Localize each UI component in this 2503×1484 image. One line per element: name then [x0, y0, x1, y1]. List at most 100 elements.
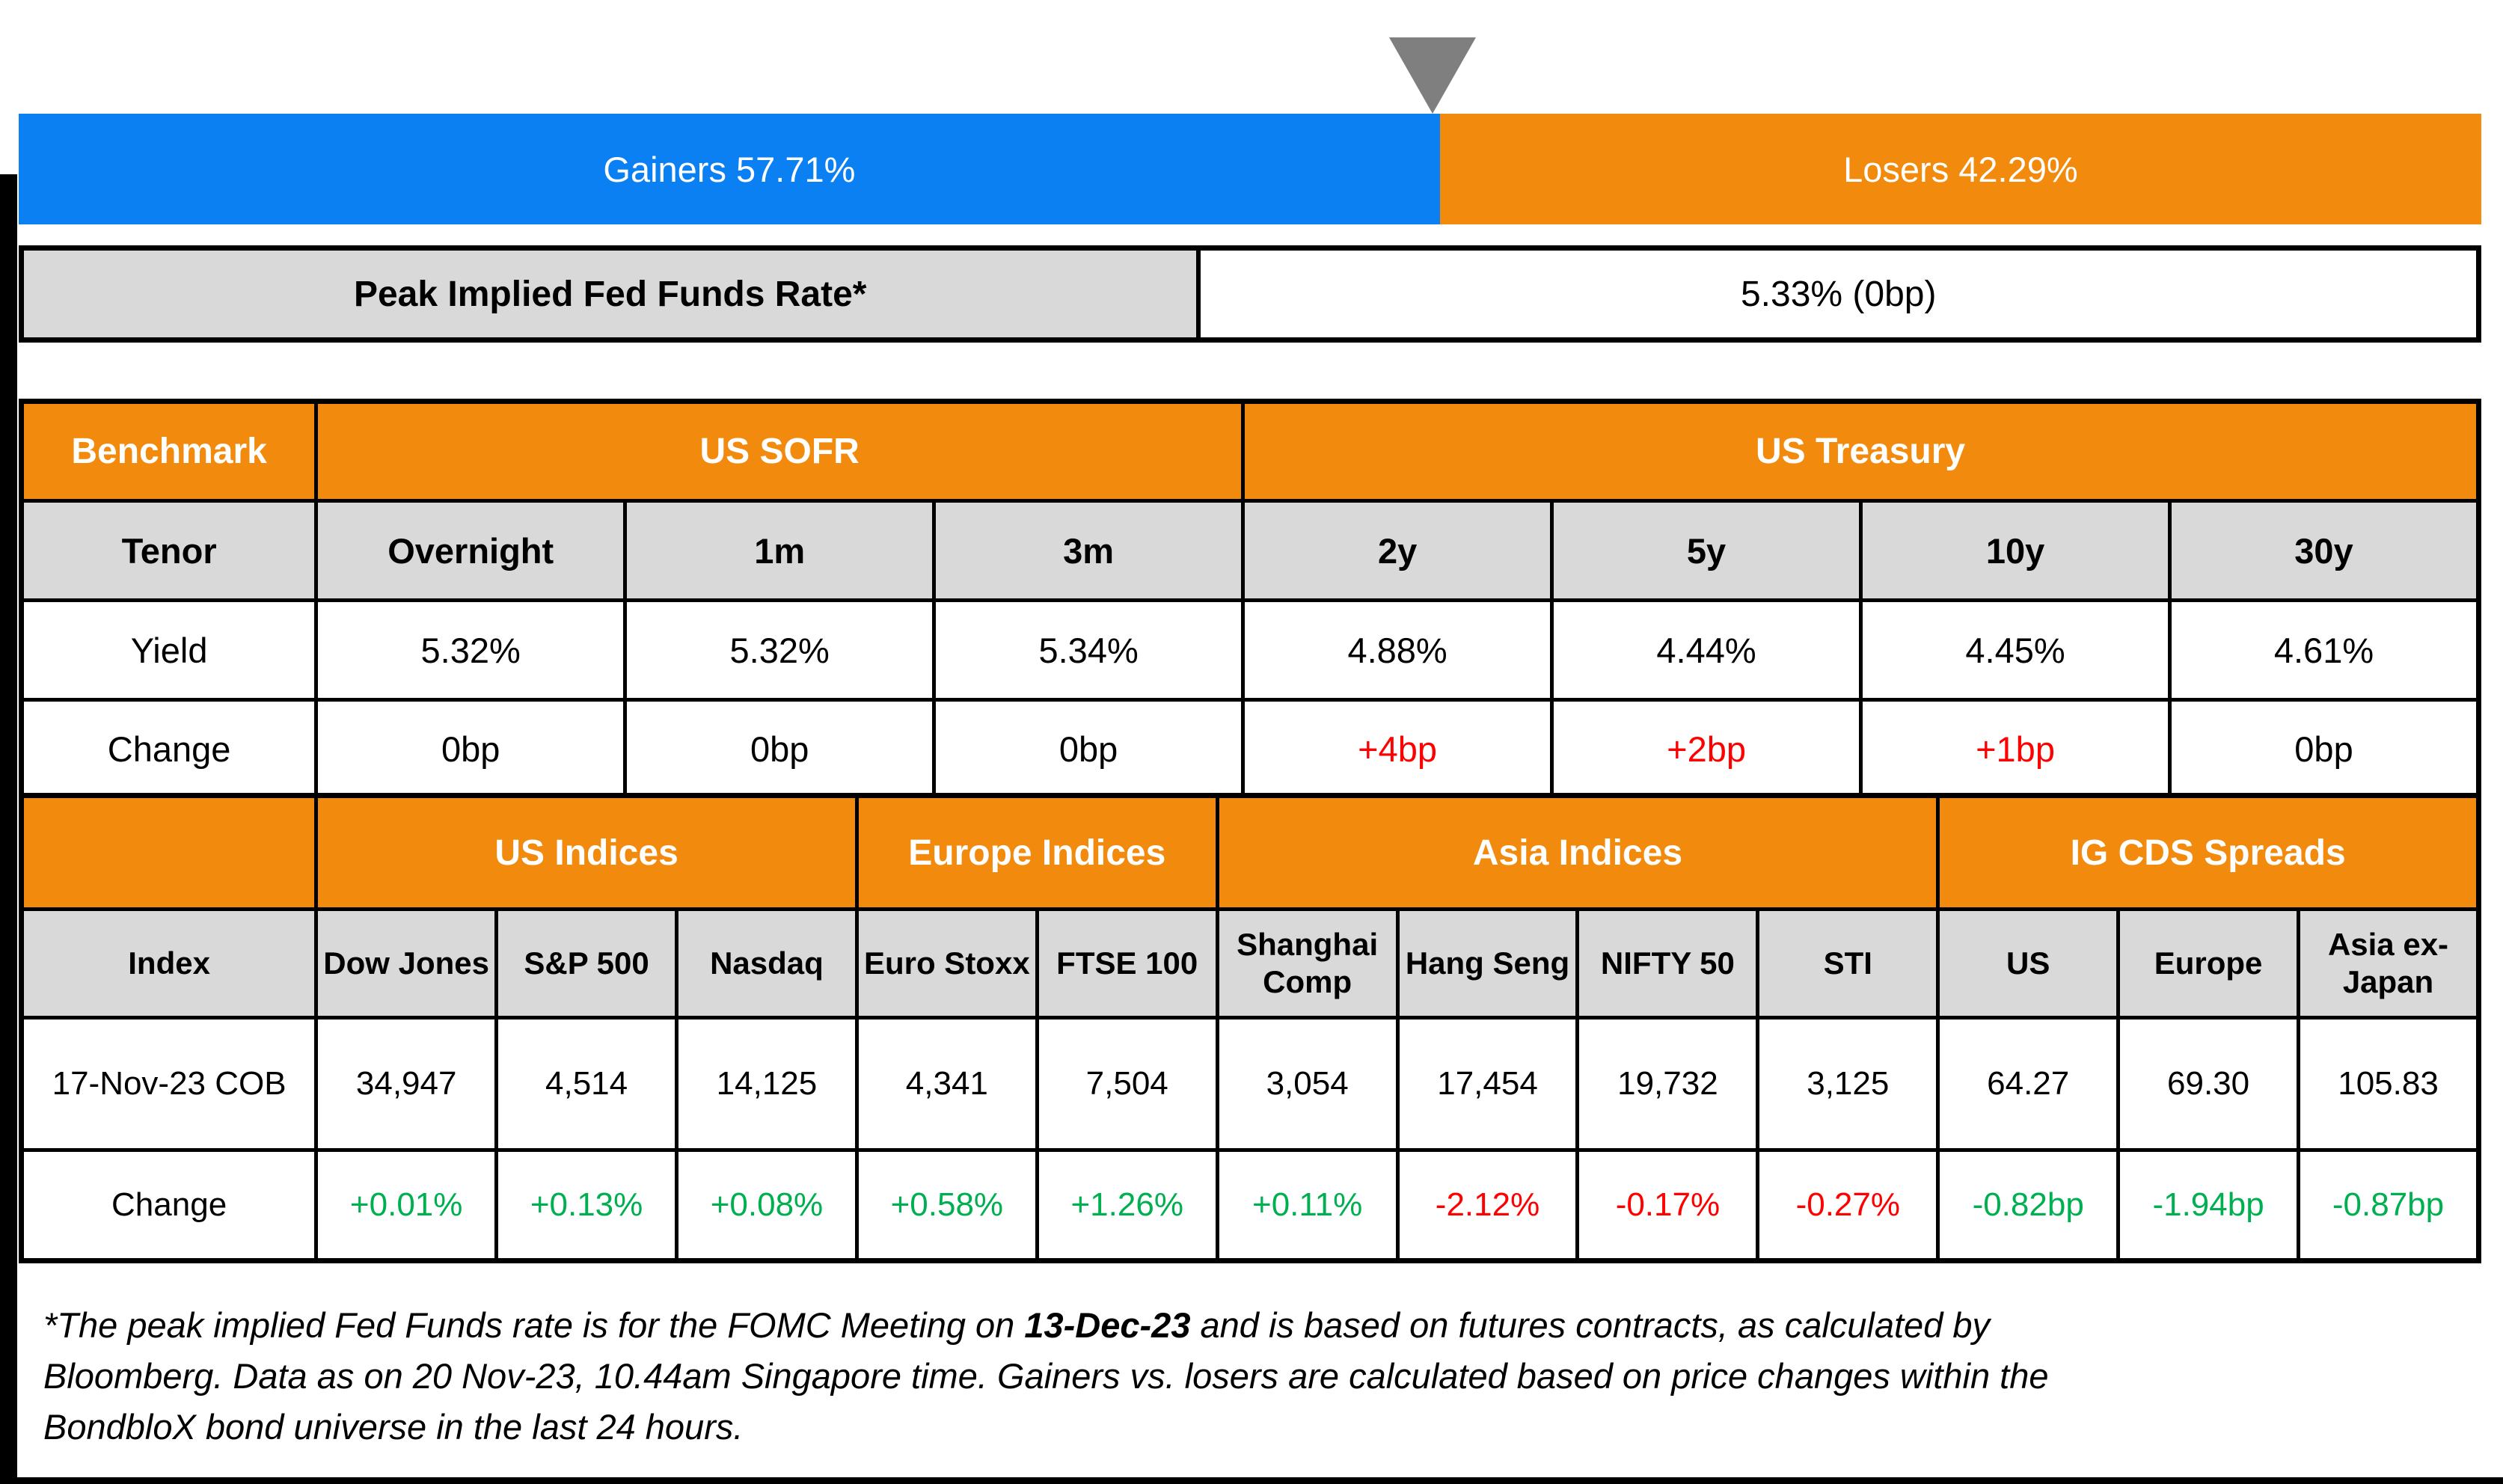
index-name-cell: Hang Seng — [1395, 907, 1580, 1020]
change-cell: 0bp — [623, 698, 937, 801]
tenor-cell: 10y — [1859, 499, 2172, 602]
yield-cell: 5.32% — [314, 598, 628, 702]
yield-cell: 4.44% — [1550, 598, 1863, 702]
indices-table: US Indices Europe Indices Asia Indices I… — [19, 793, 2481, 1263]
change-cell: 0bp — [2168, 698, 2481, 801]
index-change-cell: +0.58% — [854, 1148, 1039, 1263]
index-change-cell: +0.08% — [675, 1148, 859, 1263]
tenor-cell: 30y — [2168, 499, 2481, 602]
footnote-fomc-date: 13-Dec-23 — [1024, 1305, 1191, 1345]
yield-cell: 5.34% — [932, 598, 1246, 702]
change-row-label: Change — [19, 1148, 319, 1263]
footnote-line-3: BondbloX bond universe in the last 24 ho… — [43, 1407, 744, 1447]
indices-change-row: Change +0.01% +0.13% +0.08% +0.58% +1.26… — [19, 1148, 2481, 1263]
left-black-edge — [0, 174, 17, 1484]
index-name-cell: S&P 500 — [494, 907, 678, 1020]
index-name-cell: FTSE 100 — [1035, 907, 1219, 1020]
index-name-cell: STI — [1756, 907, 1940, 1020]
yield-row: Yield 5.32% 5.32% 5.34% 4.88% 4.44% 4.45… — [19, 598, 2481, 702]
losers-segment: Losers 42.29% — [1439, 114, 2481, 224]
benchmark-header-row: Benchmark US SOFR US Treasury — [19, 399, 2481, 503]
cob-value-cell: 3,125 — [1756, 1016, 1940, 1152]
asia-indices-group-header: Asia Indices — [1215, 794, 1940, 911]
index-change-cell: -0.82bp — [1936, 1148, 2121, 1263]
tenor-row-label: Tenor — [19, 499, 319, 602]
tenor-cell: 1m — [623, 499, 937, 602]
change-cell: +4bp — [1241, 698, 1554, 801]
cob-value-cell: 17,454 — [1395, 1016, 1580, 1152]
index-name-row: Index Dow Jones S&P 500 Nasdaq Euro Stox… — [19, 907, 2481, 1020]
index-row-label: Index — [19, 907, 319, 1020]
index-name-cell: Dow Jones — [314, 907, 499, 1020]
tenor-cell: 3m — [932, 499, 1246, 602]
cob-value-cell: 34,947 — [314, 1016, 499, 1152]
index-name-cell: US — [1936, 907, 2121, 1020]
yield-cell: 4.61% — [2168, 598, 2481, 702]
cob-value-cell: 4,341 — [854, 1016, 1039, 1152]
index-change-cell: -0.87bp — [2297, 1148, 2481, 1263]
us-treasury-group-header: US Treasury — [1241, 399, 2481, 503]
benchmark-table: Benchmark US SOFR US Treasury Tenor Over… — [19, 399, 2481, 802]
yield-cell: 5.32% — [623, 598, 937, 702]
cob-value-cell: 14,125 — [675, 1016, 859, 1152]
index-change-cell: +0.11% — [1215, 1148, 1400, 1263]
peak-fed-funds-row: Peak Implied Fed Funds Rate* 5.33% (0bp) — [19, 245, 2481, 343]
us-sofr-group-header: US SOFR — [314, 399, 1246, 503]
yield-cell: 4.45% — [1859, 598, 2172, 702]
us-indices-group-header: US Indices — [314, 794, 859, 911]
europe-indices-group-header: Europe Indices — [854, 794, 1219, 911]
index-change-cell: +0.01% — [314, 1148, 499, 1263]
ig-cds-group-header: IG CDS Spreads — [1936, 794, 2481, 911]
index-change-cell: -1.94bp — [2116, 1148, 2301, 1263]
indices-corner-header — [19, 794, 319, 911]
tenor-row: Tenor Overnight 1m 3m 2y 5y 10y 30y — [19, 499, 2481, 602]
footnote: *The peak implied Fed Funds rate is for … — [43, 1300, 2490, 1453]
cob-value-cell: 7,504 — [1035, 1016, 1219, 1152]
index-name-cell: Europe — [2116, 907, 2301, 1020]
index-name-cell: Asia ex-Japan — [2297, 907, 2481, 1020]
index-name-cell: Nasdaq — [675, 907, 859, 1020]
bottom-black-edge — [0, 1477, 2503, 1484]
tenor-cell: Overnight — [314, 499, 628, 602]
tenor-cell: 5y — [1550, 499, 1863, 602]
cob-value-cell: 64.27 — [1936, 1016, 2121, 1152]
cob-value-cell: 3,054 — [1215, 1016, 1400, 1152]
cob-value-cell: 105.83 — [2297, 1016, 2481, 1152]
change-cell: 0bp — [314, 698, 628, 801]
footnote-line-1: *The peak implied Fed Funds rate is for … — [43, 1300, 2490, 1351]
peak-fed-funds-label: Peak Implied Fed Funds Rate* — [24, 251, 1201, 337]
peak-fed-funds-value: 5.33% (0bp) — [1740, 274, 1937, 314]
index-change-cell: -0.17% — [1575, 1148, 1760, 1263]
losers-label: Losers 42.29% — [1843, 149, 2078, 189]
indices-header-row: US Indices Europe Indices Asia Indices I… — [19, 794, 2481, 911]
gainers-label: Gainers 57.71% — [603, 149, 856, 189]
change-cell: +2bp — [1550, 698, 1863, 801]
footnote-line-2: Bloomberg. Data as on 20 Nov-23, 10.44am… — [43, 1356, 2049, 1396]
yield-cell: 4.88% — [1241, 598, 1554, 702]
change-cell: 0bp — [932, 698, 1246, 801]
benchmark-change-row: Change 0bp 0bp 0bp +4bp +2bp +1bp 0bp — [19, 698, 2481, 801]
cob-value-cell: 4,514 — [494, 1016, 678, 1152]
footnote-line1-post: and is based on futures contracts, as ca… — [1190, 1305, 1991, 1345]
index-change-cell: +0.13% — [494, 1148, 678, 1263]
cob-values-row: 17-Nov-23 COB 34,947 4,514 14,125 4,341 … — [19, 1016, 2481, 1152]
index-name-cell: Shanghai Comp — [1215, 907, 1400, 1020]
yield-row-label: Yield — [19, 598, 319, 702]
index-change-cell: +1.26% — [1035, 1148, 1219, 1263]
cob-value-cell: 69.30 — [2116, 1016, 2301, 1152]
index-name-cell: Euro Stoxx — [854, 907, 1039, 1020]
split-marker-triangle-icon — [1389, 37, 1476, 114]
benchmark-corner-header: Benchmark — [19, 399, 319, 503]
change-cell: +1bp — [1859, 698, 2172, 801]
index-name-cell: NIFTY 50 — [1575, 907, 1760, 1020]
change-row-label: Change — [19, 698, 319, 801]
cob-value-cell: 19,732 — [1575, 1016, 1760, 1152]
index-change-cell: -0.27% — [1756, 1148, 1940, 1263]
cob-row-label: 17-Nov-23 COB — [19, 1016, 319, 1152]
gainers-losers-bar: Gainers 57.71% Losers 42.29% — [19, 114, 2481, 224]
footnote-line1-pre: *The peak implied Fed Funds rate is for … — [43, 1305, 1025, 1345]
index-change-cell: -2.12% — [1395, 1148, 1580, 1263]
gainers-segment: Gainers 57.71% — [19, 114, 1440, 224]
tenor-cell: 2y — [1241, 499, 1554, 602]
